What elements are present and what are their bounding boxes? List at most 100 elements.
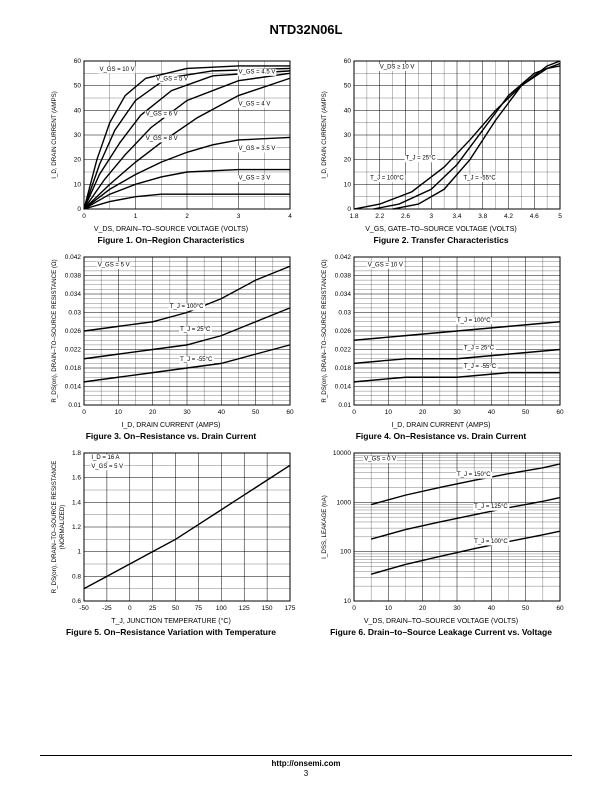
svg-text:100: 100 (340, 549, 351, 556)
figure-1-xlabel: V_DS, DRAIN–TO–SOURCE VOLTAGE (VOLTS) (94, 226, 248, 233)
svg-text:V_GS = 5 V: V_GS = 5 V (91, 464, 123, 470)
svg-text:-25: -25 (102, 605, 112, 612)
figure-6-svg: 010203040506010100100010000I_DSS, LEAKAG… (316, 447, 566, 617)
svg-text:30: 30 (453, 605, 461, 612)
footer-page-number: 3 (0, 769, 612, 778)
svg-text:50: 50 (522, 409, 530, 416)
svg-text:0: 0 (82, 213, 86, 220)
figure-1-caption: Figure 1. On–Region Characteristics (98, 235, 245, 245)
svg-text:0: 0 (352, 409, 356, 416)
svg-text:40: 40 (344, 107, 352, 114)
figure-5-svg: -50-2502550751001251501750.60.811.21.41.… (46, 447, 296, 617)
svg-text:0.03: 0.03 (338, 310, 351, 317)
svg-text:0.01: 0.01 (338, 402, 351, 409)
svg-text:0.03: 0.03 (68, 310, 81, 317)
svg-text:150: 150 (262, 605, 273, 612)
svg-text:4: 4 (288, 213, 292, 220)
svg-text:-50: -50 (79, 605, 89, 612)
svg-text:20: 20 (74, 157, 82, 164)
svg-text:R_DS(on), DRAIN–TO–SOURCE RESI: R_DS(on), DRAIN–TO–SOURCE RESISTANCE (Ω) (321, 260, 328, 403)
svg-text:0.038: 0.038 (335, 273, 352, 280)
svg-text:3.8: 3.8 (478, 213, 487, 220)
svg-text:T_J = 100°C: T_J = 100°C (370, 175, 404, 181)
svg-text:50: 50 (522, 605, 530, 612)
svg-text:V_GS = 5 V: V_GS = 5 V (156, 77, 188, 83)
footer-rule (40, 755, 572, 756)
svg-text:V_GS = 10 V: V_GS = 10 V (368, 262, 403, 268)
svg-text:I_DSS, LEAKAGE (nA): I_DSS, LEAKAGE (nA) (321, 496, 328, 560)
svg-text:I_D, DRAIN CURRENT (AMPS): I_D, DRAIN CURRENT (AMPS) (321, 91, 328, 179)
svg-text:0.026: 0.026 (335, 328, 352, 335)
svg-text:3: 3 (237, 213, 241, 220)
svg-text:100: 100 (216, 605, 227, 612)
svg-text:4.6: 4.6 (530, 213, 539, 220)
svg-text:0: 0 (82, 409, 86, 416)
svg-text:T_J = 25°C: T_J = 25°C (464, 346, 495, 352)
svg-text:0.018: 0.018 (335, 365, 352, 372)
svg-text:T_J = -55°C: T_J = -55°C (464, 364, 497, 370)
svg-text:1: 1 (134, 213, 138, 220)
svg-text:20: 20 (149, 409, 157, 416)
svg-text:0.042: 0.042 (335, 254, 352, 261)
svg-text:20: 20 (419, 409, 427, 416)
svg-text:1.4: 1.4 (72, 500, 81, 507)
svg-text:0: 0 (128, 605, 132, 612)
svg-text:1000: 1000 (337, 500, 352, 507)
svg-text:50: 50 (172, 605, 180, 612)
svg-text:0.022: 0.022 (335, 347, 352, 354)
figure-4-xlabel: I_D, DRAIN CURRENT (AMPS) (391, 422, 490, 429)
footer-url: http://onsemi.com (0, 759, 612, 768)
figure-6-caption: Figure 6. Drain–to–Source Leakage Curren… (330, 627, 552, 637)
svg-text:0.034: 0.034 (65, 291, 82, 298)
svg-text:0.034: 0.034 (335, 291, 352, 298)
svg-text:1.6: 1.6 (72, 475, 81, 482)
svg-text:75: 75 (195, 605, 203, 612)
svg-text:V_GS = 10 V: V_GS = 10 V (99, 67, 134, 73)
svg-text:20: 20 (344, 157, 352, 164)
svg-text:0.022: 0.022 (65, 347, 82, 354)
svg-text:10: 10 (344, 598, 352, 605)
svg-text:2.6: 2.6 (401, 213, 410, 220)
svg-text:T_J = -55°C: T_J = -55°C (180, 357, 213, 363)
page-footer: http://onsemi.com 3 (0, 759, 612, 778)
svg-text:10000: 10000 (333, 450, 351, 457)
figure-1: 012340102030405060I_D, DRAIN CURRENT (AM… (40, 55, 302, 245)
svg-text:60: 60 (74, 58, 82, 65)
svg-text:1.8: 1.8 (72, 450, 81, 457)
svg-text:V_GS = 4.5 V: V_GS = 4.5 V (239, 69, 276, 75)
figure-6: 010203040506010100100010000I_DSS, LEAKAG… (310, 447, 572, 637)
svg-text:40: 40 (488, 605, 496, 612)
svg-text:60: 60 (556, 409, 564, 416)
svg-text:T_J = 100°C: T_J = 100°C (457, 318, 491, 324)
svg-text:0.6: 0.6 (72, 598, 81, 605)
figure-2-svg: 1.82.22.633.43.84.24.650102030405060I_D,… (316, 55, 566, 225)
svg-text:V_GS = 8 V: V_GS = 8 V (146, 136, 178, 142)
svg-text:60: 60 (556, 605, 564, 612)
svg-text:V_GS = 6 V: V_GS = 6 V (146, 111, 178, 117)
figure-4-svg: 01020304050600.010.0140.0180.0220.0260.0… (316, 251, 566, 421)
svg-text:V_GS = 3 V: V_GS = 3 V (239, 175, 271, 181)
svg-text:I_D = 16 A: I_D = 16 A (91, 456, 119, 462)
svg-text:20: 20 (419, 605, 427, 612)
svg-text:60: 60 (344, 58, 352, 65)
svg-text:0.042: 0.042 (65, 254, 82, 261)
svg-text:175: 175 (285, 605, 296, 612)
svg-text:R_DS(on), DRAIN–TO–SOURCE RESI: R_DS(on), DRAIN–TO–SOURCE RESISTANCE(NOR… (51, 461, 66, 594)
svg-text:40: 40 (74, 107, 82, 114)
svg-text:0: 0 (347, 206, 351, 213)
figure-3-xlabel: I_D, DRAIN CURRENT (AMPS) (121, 422, 220, 429)
svg-text:10: 10 (344, 181, 352, 188)
svg-text:0: 0 (77, 206, 81, 213)
svg-text:0.014: 0.014 (65, 384, 82, 391)
svg-text:V_GS = 4 V: V_GS = 4 V (239, 101, 271, 107)
svg-text:T_J = 150°C: T_J = 150°C (457, 472, 491, 478)
charts-grid: 012340102030405060I_D, DRAIN CURRENT (AM… (0, 55, 612, 638)
svg-text:T_J = 25°C: T_J = 25°C (180, 327, 211, 333)
svg-text:60: 60 (286, 409, 294, 416)
svg-text:T_J = -55°C: T_J = -55°C (463, 175, 496, 181)
svg-text:125: 125 (239, 605, 250, 612)
svg-text:30: 30 (453, 409, 461, 416)
svg-text:1.2: 1.2 (72, 524, 81, 531)
svg-text:1: 1 (77, 549, 81, 556)
svg-text:0.8: 0.8 (72, 574, 81, 581)
